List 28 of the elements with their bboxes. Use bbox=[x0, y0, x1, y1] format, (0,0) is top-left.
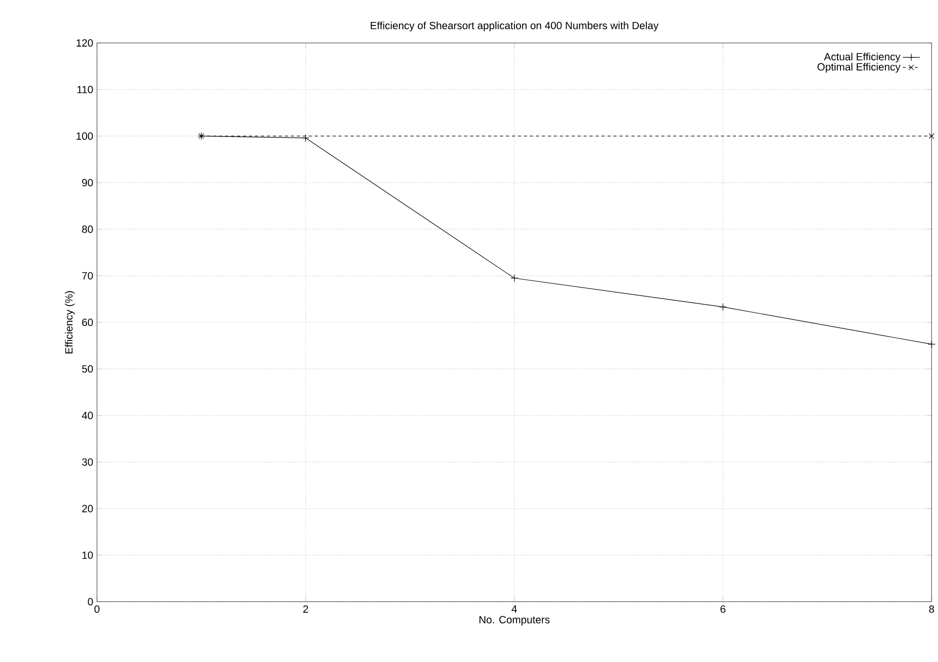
point bbox=[719, 303, 727, 311]
point bbox=[928, 340, 936, 348]
y-tick-label: 50 bbox=[82, 365, 93, 373]
y-tick-label: 30 bbox=[82, 458, 93, 466]
y-tick-label: 20 bbox=[82, 505, 93, 512]
x-tick-label: 0 bbox=[94, 606, 100, 613]
y-tick-label: 110 bbox=[77, 86, 93, 94]
y-tick-label: 10 bbox=[82, 552, 93, 560]
y-tick-label: 90 bbox=[82, 179, 93, 187]
chart-title: Efficiency of Shearsort application on 400 Numbers with Delay bbox=[370, 22, 659, 32]
point bbox=[302, 134, 310, 142]
x-tick-label: 6 bbox=[720, 606, 726, 613]
y-tick-label: 70 bbox=[82, 272, 93, 280]
x-tick-label: 2 bbox=[303, 606, 308, 613]
legend-label: Actual Efficiency bbox=[824, 52, 900, 63]
x-tick-label: 4 bbox=[512, 606, 517, 613]
y-tick-label: 80 bbox=[82, 226, 93, 234]
y-tick-label: 100 bbox=[76, 132, 93, 140]
point bbox=[510, 274, 518, 282]
y-tick-label: 120 bbox=[76, 39, 93, 47]
y-tick-label: 40 bbox=[82, 412, 93, 420]
legend-label: Optimal Efficiency bbox=[818, 63, 900, 73]
point bbox=[928, 133, 934, 140]
x-tick-label: 8 bbox=[929, 606, 934, 613]
y-tick-label: 60 bbox=[82, 318, 93, 326]
y-tick-label: 0 bbox=[88, 598, 93, 606]
y-axis-title: Efficiency (%) bbox=[64, 291, 75, 354]
x-axis-title: No. Computers bbox=[480, 616, 550, 626]
